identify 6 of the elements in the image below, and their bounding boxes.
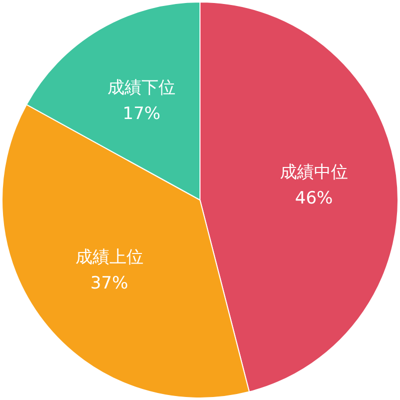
slice-label: 成績中位 [280,162,348,183]
slice-label: 成績下位 [108,78,176,98]
data-label: 46% [295,188,333,209]
data-label: 17% [122,104,160,124]
slice-label: 成績上位 [75,247,144,268]
data-label: 37% [90,273,128,294]
